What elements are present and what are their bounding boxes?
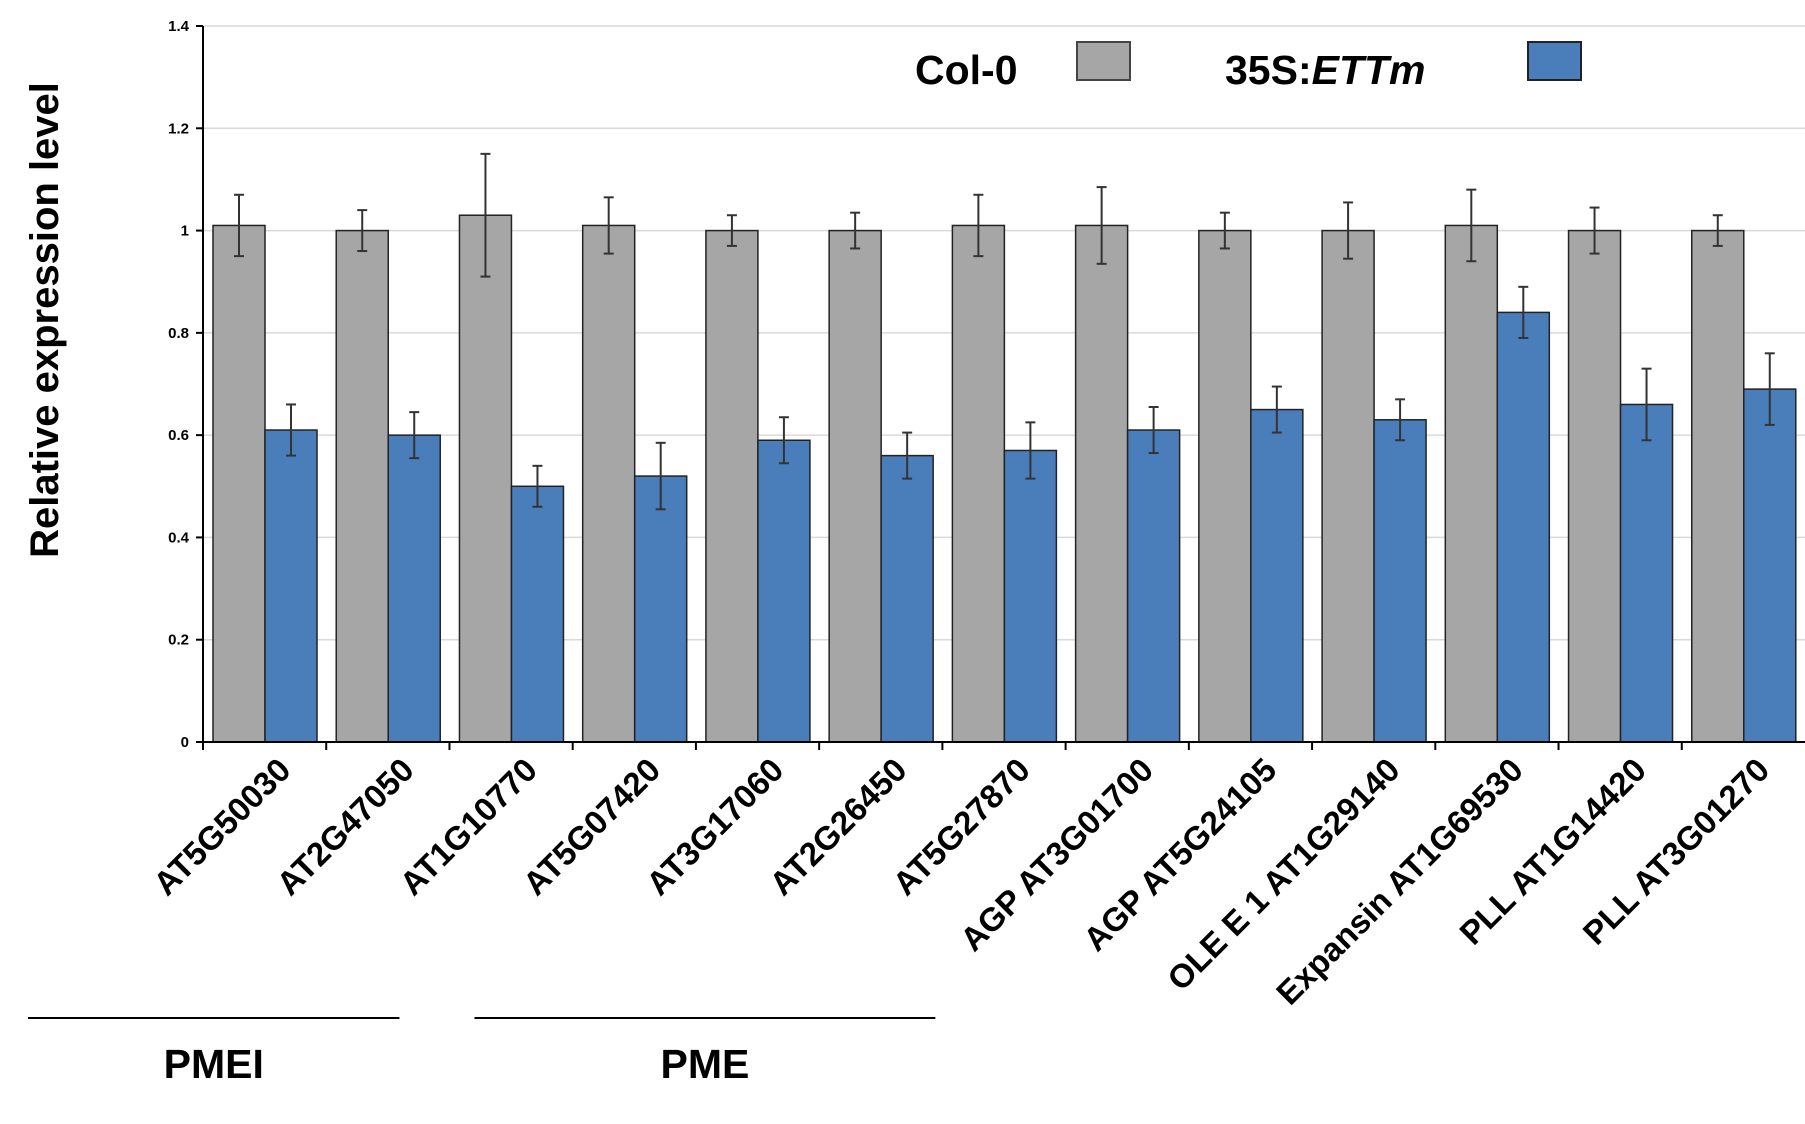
bar-35s-ettm (510, 485, 565, 743)
bar-35s-ettm (1003, 449, 1058, 743)
error-bars (234, 152, 1775, 511)
bar-col0 (1074, 224, 1129, 743)
bar-35s-ettm (880, 454, 934, 743)
bar-col0 (1691, 229, 1745, 743)
legend-label-col0: Col-0 (915, 47, 1018, 93)
bar-col0 (212, 224, 266, 743)
bar-35s-ettm (1373, 419, 1427, 743)
legend-swatch-col0 (1076, 41, 1131, 81)
group-label: PMEI (164, 1041, 264, 1087)
legend: Col-0 35S:ETTm (915, 41, 1582, 93)
y-tick-label: 1.2 (168, 120, 189, 137)
bar-35s-ettm (1619, 403, 1674, 743)
bar-col0 (828, 229, 882, 743)
bar-col0 (581, 224, 636, 743)
bar-35s-ettm (633, 475, 688, 743)
y-tick-label: 0.6 (168, 427, 189, 444)
y-tick-labels: 0 0.2 0.4 0.6 0.8 1 1.2 1.4 (168, 18, 190, 751)
category-groups: PMEI PME (28, 1017, 936, 1087)
legend-label-35s: 35S: (1225, 47, 1312, 93)
bar-col0 (705, 229, 759, 743)
x-tick-label: OLE E 1 AT1G29140 (1160, 751, 1407, 998)
bar-col0 (1567, 229, 1622, 743)
legend-label-ettm: ETTm (1312, 47, 1426, 93)
bar-35s-ettm (1743, 388, 1797, 743)
legend-swatch-35s-ettm (1527, 41, 1582, 81)
y-tick-label: 0.2 (168, 632, 189, 649)
bar-35s-ettm (1496, 311, 1551, 743)
axes (196, 25, 1805, 750)
y-tick-label: 0.4 (168, 529, 190, 546)
bar-35s-ettm (1126, 429, 1181, 743)
bars (212, 214, 1797, 743)
y-tick-label: 1 (181, 223, 189, 240)
bar-35s-ettm (757, 439, 811, 743)
bar-col0 (458, 214, 513, 743)
group-label: PME (660, 1041, 749, 1087)
bar-col0 (1198, 229, 1252, 743)
y-tick-label: 0.8 (168, 325, 189, 342)
bar-col0 (1321, 229, 1375, 743)
bar-35s-ettm (387, 434, 441, 743)
bar-col0 (1444, 224, 1499, 743)
bar-35s-ettm (264, 429, 318, 743)
legend-label-35s-ettm: 35S:ETTm (1225, 47, 1426, 93)
y-tick-label: 0 (181, 734, 189, 751)
bar-col0 (951, 224, 1006, 743)
x-tick-label: Expansin AT1G69530 (1269, 751, 1530, 1012)
bar-35s-ettm (1250, 408, 1304, 743)
bar-col0 (335, 229, 389, 743)
y-axis-label: Relative expression level (23, 82, 67, 558)
x-tick-labels: AT5G50030AT2G47050AT1G10770AT5G07420AT3G… (146, 751, 1776, 1012)
y-tick-label: 1.4 (168, 18, 190, 35)
